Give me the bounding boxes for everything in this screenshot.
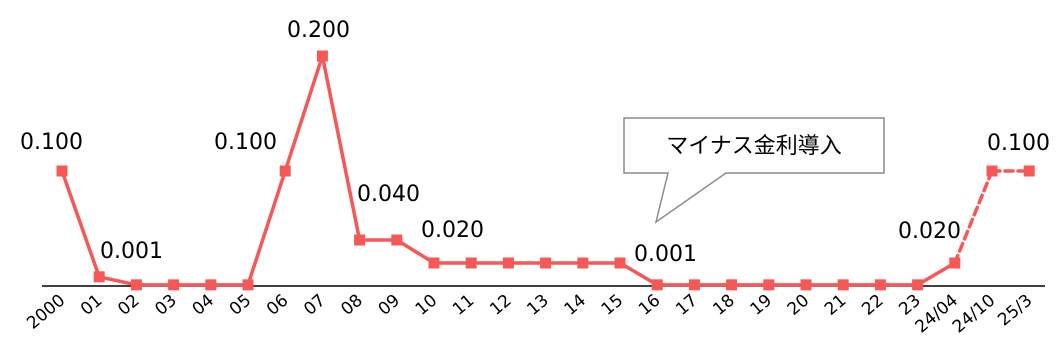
- x-tick-label: 22: [858, 291, 887, 320]
- x-tick-label: 24/10: [949, 291, 999, 338]
- x-tick-label: 18: [709, 291, 738, 320]
- x-tick-label: 21: [821, 291, 850, 320]
- x-tick-label: 15: [598, 291, 627, 320]
- data-label: 0.200: [287, 18, 350, 43]
- data-point: [205, 279, 217, 291]
- data-point: [986, 165, 998, 177]
- data-point: [837, 279, 849, 291]
- data-label: 0.040: [357, 182, 420, 207]
- data-label: 0.100: [214, 130, 277, 155]
- data-label: 0.001: [100, 239, 163, 264]
- data-point: [502, 257, 514, 269]
- callout-box: [623, 117, 885, 224]
- data-point: [242, 279, 254, 291]
- series-segment: [618, 261, 659, 287]
- data-label: 0.100: [20, 130, 83, 155]
- data-label: 0.001: [634, 242, 697, 267]
- series-segment: [320, 54, 362, 242]
- x-tick-label: 13: [523, 291, 552, 320]
- data-point: [651, 279, 663, 291]
- data-point: [949, 257, 961, 269]
- x-tick-label: 09: [375, 291, 404, 320]
- data-label: 0.100: [987, 131, 1050, 156]
- x-tick-label: 06: [263, 291, 292, 320]
- data-point: [763, 279, 775, 291]
- data-point: [391, 234, 403, 246]
- data-label: 0.020: [421, 218, 484, 243]
- series-segment: [953, 169, 994, 265]
- data-point: [1023, 165, 1035, 177]
- x-tick-label: 12: [486, 291, 515, 320]
- data-point: [800, 279, 812, 291]
- data-point: [279, 165, 291, 177]
- series-segment: [915, 261, 957, 287]
- annotation-callout: マイナス金利導入: [623, 117, 885, 224]
- x-tick-label: 17: [672, 291, 701, 320]
- data-point: [56, 165, 68, 177]
- data-point: [577, 257, 589, 269]
- data-point: [726, 279, 738, 291]
- data-point: [93, 271, 105, 283]
- series-segment: [395, 238, 436, 265]
- x-tick-label: 02: [114, 291, 143, 320]
- series-segment: [60, 169, 101, 279]
- x-tick-label: 10: [412, 291, 441, 320]
- callout-text: マイナス金利導入: [666, 134, 842, 159]
- x-tick-label: 20: [784, 291, 813, 320]
- data-point: [540, 257, 552, 269]
- x-tick-label: 24/04: [912, 291, 962, 338]
- x-tick-label: 16: [635, 291, 664, 320]
- data-point: [688, 279, 700, 291]
- data-point: [614, 257, 626, 269]
- data-point: [874, 279, 886, 291]
- x-tick-label: 05: [226, 291, 255, 320]
- data-point: [316, 50, 328, 62]
- x-tick-label: 25/3: [994, 291, 1036, 331]
- data-point: [912, 279, 924, 291]
- data-label: 0.020: [898, 219, 961, 244]
- x-tick-label: 01: [77, 291, 106, 320]
- series-segment: [246, 169, 287, 287]
- series-segment: [283, 54, 325, 173]
- x-tick-label: 07: [300, 291, 329, 320]
- data-point: [168, 279, 180, 291]
- x-tick-label: 2000: [23, 291, 69, 334]
- x-tick-label: 03: [151, 291, 180, 320]
- data-point: [354, 234, 366, 246]
- x-tick-label: 11: [449, 291, 478, 320]
- data-point: [428, 257, 440, 269]
- x-tick-label: 04: [189, 291, 218, 320]
- series-segment: [97, 275, 139, 287]
- data-point: [465, 257, 477, 269]
- data-point: [130, 279, 142, 291]
- x-tick-label: 19: [747, 291, 776, 320]
- x-tick-label: 14: [561, 291, 590, 320]
- x-tick-label: 08: [337, 291, 366, 320]
